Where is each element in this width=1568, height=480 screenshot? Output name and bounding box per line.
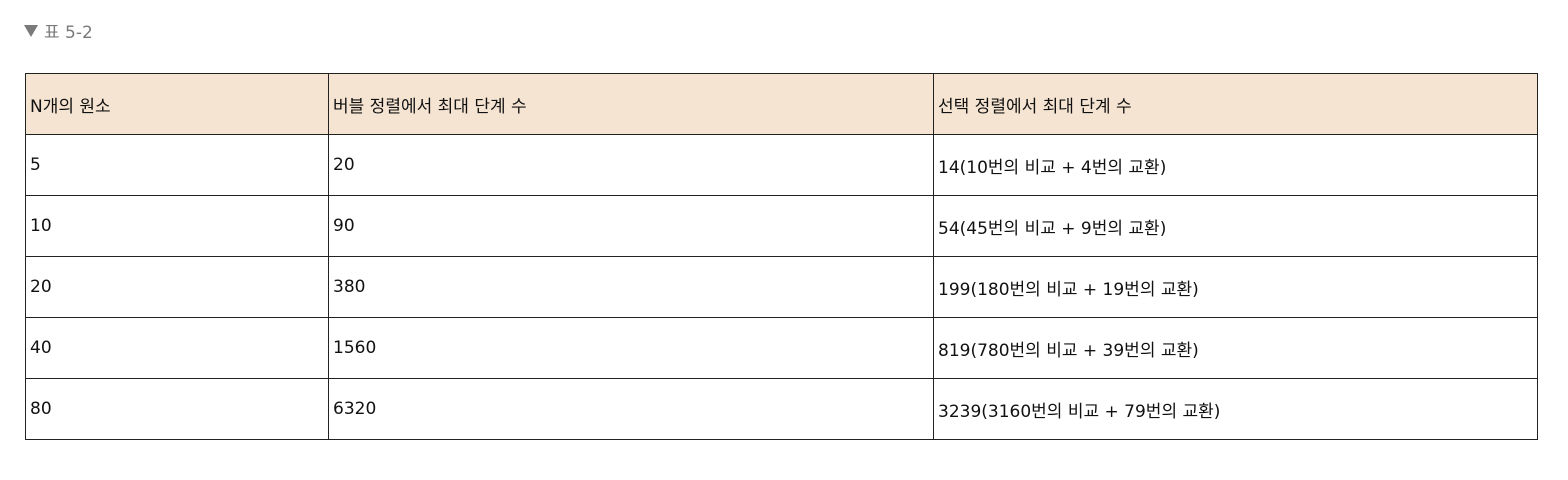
caption-text: 표 5-2	[44, 22, 93, 43]
cell-selection-sort-steps: 14(10번의 비교 + 4번의 교환)	[933, 134, 1538, 196]
table-row: 40 1560 819(780번의 비교 + 39번의 교환)	[25, 317, 1538, 379]
cell-bubble-sort-steps: 6320	[328, 378, 934, 440]
cell-bubble-sort-steps: 380	[328, 256, 934, 318]
cell-selection-sort-steps: 54(45번의 비교 + 9번의 교환)	[933, 195, 1538, 257]
cell-element-count: 20	[25, 256, 329, 318]
table-row: 10 90 54(45번의 비교 + 9번의 교환)	[25, 195, 1538, 257]
table-row: 80 6320 3239(3160번의 비교 + 79번의 교환)	[25, 378, 1538, 440]
table-header-row: N개의 원소 버블 정렬에서 최대 단계 수 선택 정렬에서 최대 단계 수	[25, 73, 1538, 135]
table-row: 5 20 14(10번의 비교 + 4번의 교환)	[25, 134, 1538, 196]
cell-bubble-sort-steps: 90	[328, 195, 934, 257]
header-element-count: N개의 원소	[25, 73, 329, 135]
table-row: 20 380 199(180번의 비교 + 19번의 교환)	[25, 256, 1538, 318]
cell-element-count: 80	[25, 378, 329, 440]
cell-selection-sort-steps: 3239(3160번의 비교 + 79번의 교환)	[933, 378, 1538, 440]
cell-selection-sort-steps: 819(780번의 비교 + 39번의 교환)	[933, 317, 1538, 379]
cell-element-count: 40	[25, 317, 329, 379]
comparison-table: N개의 원소 버블 정렬에서 최대 단계 수 선택 정렬에서 최대 단계 수 5…	[25, 73, 1538, 440]
cell-bubble-sort-steps: 20	[328, 134, 934, 196]
cell-selection-sort-steps: 199(180번의 비교 + 19번의 교환)	[933, 256, 1538, 318]
triangle-down-icon	[24, 25, 38, 37]
comparison-table-container: N개의 원소 버블 정렬에서 최대 단계 수 선택 정렬에서 최대 단계 수 5…	[25, 73, 1538, 440]
cell-element-count: 10	[25, 195, 329, 257]
cell-bubble-sort-steps: 1560	[328, 317, 934, 379]
header-bubble-sort-steps: 버블 정렬에서 최대 단계 수	[328, 73, 934, 135]
table-caption: 표 5-2	[24, 18, 93, 43]
cell-element-count: 5	[25, 134, 329, 196]
header-selection-sort-steps: 선택 정렬에서 최대 단계 수	[933, 73, 1538, 135]
